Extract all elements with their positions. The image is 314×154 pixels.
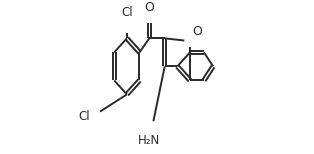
Text: Cl: Cl <box>121 6 133 19</box>
Text: O: O <box>144 1 154 14</box>
Text: H₂N: H₂N <box>138 134 160 147</box>
Text: O: O <box>192 25 202 38</box>
Text: Cl: Cl <box>79 110 90 123</box>
